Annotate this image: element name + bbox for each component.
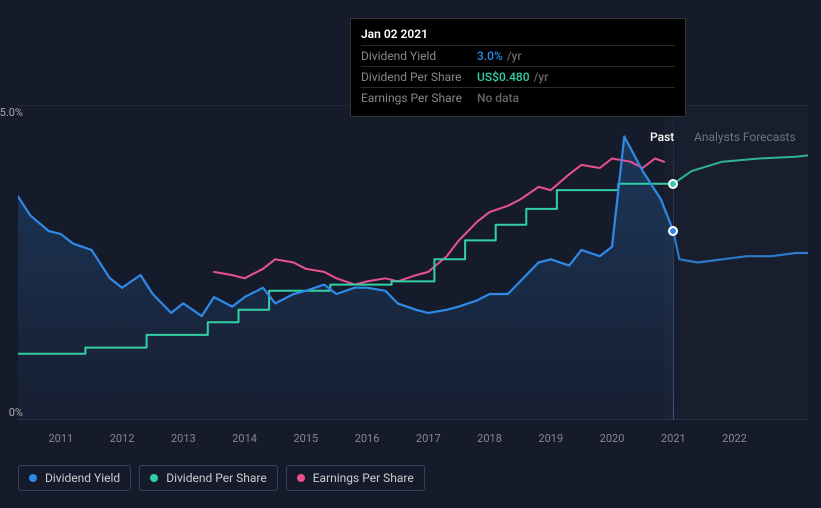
x-axis-tick: 2016 <box>355 432 380 445</box>
tooltip-row-value: US$0.480/yr <box>477 70 548 84</box>
tooltip-row: Earnings Per ShareNo data <box>361 87 675 108</box>
chart-container: Jan 02 2021 Dividend Yield3.0%/yrDividen… <box>0 0 821 508</box>
x-axis: 2011 2012 2013 2014 2015 2016 2017 2018 2019 2020… <box>18 432 808 448</box>
hover-marker <box>668 226 678 236</box>
legend-dot <box>29 474 37 482</box>
x-axis-tick: 2014 <box>232 432 257 445</box>
chart-plot-area[interactable] <box>18 105 808 420</box>
chart-svg <box>18 105 808 420</box>
legend-label: Dividend Per Share <box>166 471 267 485</box>
tooltip-row-label: Dividend Yield <box>361 49 477 63</box>
legend-dot <box>297 474 305 482</box>
x-axis-tick: 2018 <box>477 432 502 445</box>
hover-marker <box>668 179 678 189</box>
tooltip-row: Dividend Yield3.0%/yr <box>361 45 675 66</box>
tooltip-date: Jan 02 2021 <box>361 27 675 41</box>
tooltip-row: Dividend Per ShareUS$0.480/yr <box>361 66 675 87</box>
x-axis-tick: 2021 <box>661 432 686 445</box>
x-axis-tick: 2013 <box>171 432 196 445</box>
x-axis-tick: 2020 <box>600 432 625 445</box>
legend-label: Dividend Yield <box>45 471 120 485</box>
x-axis-tick: 2022 <box>722 432 747 445</box>
legend-item[interactable]: Dividend Yield <box>18 465 131 491</box>
tooltip-row-label: Earnings Per Share <box>361 91 477 105</box>
tooltip-row-value: No data <box>477 91 519 105</box>
chart-tooltip: Jan 02 2021 Dividend Yield3.0%/yrDividen… <box>350 18 686 117</box>
x-axis-tick: 2019 <box>538 432 563 445</box>
x-axis-tick: 2015 <box>293 432 318 445</box>
x-axis-tick: 2011 <box>48 432 73 445</box>
legend-dot <box>150 474 158 482</box>
legend-label: Earnings Per Share <box>313 471 414 485</box>
legend-item[interactable]: Earnings Per Share <box>286 465 425 491</box>
x-axis-tick: 2017 <box>416 432 441 445</box>
legend-item[interactable]: Dividend Per Share <box>139 465 278 491</box>
legend: Dividend Yield Dividend Per Share Earnings… <box>18 465 425 491</box>
tooltip-row-value: 3.0%/yr <box>477 49 522 63</box>
tooltip-row-label: Dividend Per Share <box>361 70 477 84</box>
hover-vertical-line <box>673 105 674 420</box>
x-axis-tick: 2012 <box>110 432 135 445</box>
